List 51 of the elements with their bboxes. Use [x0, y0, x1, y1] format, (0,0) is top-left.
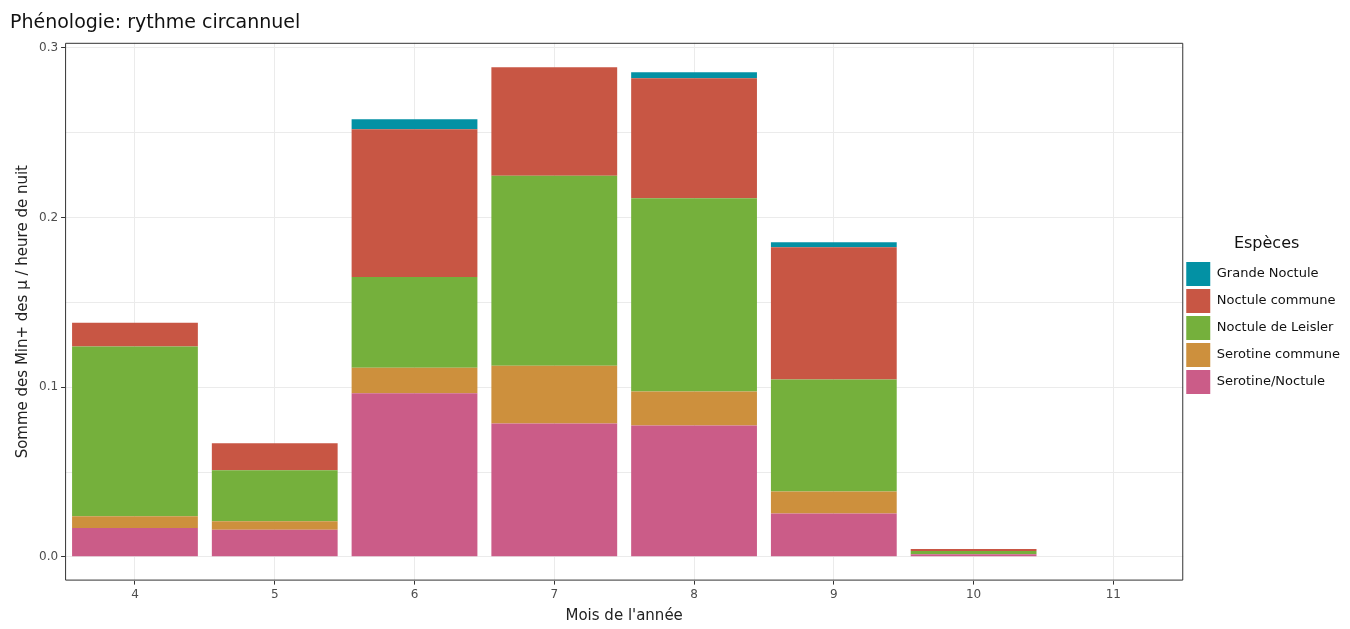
bar	[72, 516, 198, 529]
bar	[211, 443, 338, 471]
x-tick-label: 4	[131, 586, 139, 601]
legend-label: Serotine commune	[1216, 346, 1340, 362]
legend-label: Serotine/Noctule	[1216, 373, 1326, 389]
x-tick-label: 8	[690, 586, 698, 601]
bar	[770, 379, 897, 492]
bar	[72, 322, 198, 347]
legend-label: Noctule de Leisler	[1216, 319, 1335, 335]
y-axis-title: Somme des Min+ des µ / heure de nuit	[12, 164, 31, 459]
bar	[770, 491, 897, 514]
y-tick-label: 0.1	[38, 379, 59, 394]
bar	[910, 554, 1037, 557]
bar	[631, 198, 757, 392]
bar	[631, 78, 757, 199]
bar	[351, 129, 478, 277]
y-tick-label: 0.2	[38, 209, 59, 224]
bar	[351, 119, 478, 130]
bar	[351, 393, 478, 557]
legend-label: Grande Noctule	[1216, 265, 1319, 281]
x-tick-label: 7	[550, 586, 559, 601]
bar	[351, 276, 478, 368]
bar	[631, 72, 757, 79]
legend-label: Noctule commune	[1216, 292, 1336, 308]
x-tick-label: 6	[410, 586, 419, 601]
bar	[910, 548, 1037, 551]
bar	[770, 513, 897, 557]
chart-title: Phénologie: rythme circannuel	[10, 10, 301, 33]
bar	[211, 521, 338, 530]
bar	[631, 425, 757, 557]
x-tick-label: 10	[965, 586, 982, 601]
legend-title: Espèces	[1233, 233, 1300, 253]
y-tick-label: 0.0	[38, 548, 59, 563]
bar	[910, 550, 1037, 555]
bar	[491, 423, 618, 557]
bar	[491, 67, 618, 176]
bar	[631, 391, 757, 426]
bar	[491, 365, 618, 424]
x-tick-label: 11	[1105, 586, 1122, 601]
bar	[211, 470, 338, 522]
bar	[72, 528, 198, 557]
bar	[211, 529, 338, 557]
bar	[770, 242, 897, 248]
bar	[72, 346, 198, 517]
bar	[491, 175, 618, 366]
bar	[770, 247, 897, 380]
y-tick-label: 0.3	[38, 40, 59, 55]
bar	[351, 367, 478, 394]
x-axis-title: Mois de l'année	[565, 605, 683, 624]
x-tick-label: 9	[830, 586, 838, 601]
x-tick-label: 5	[270, 586, 279, 601]
